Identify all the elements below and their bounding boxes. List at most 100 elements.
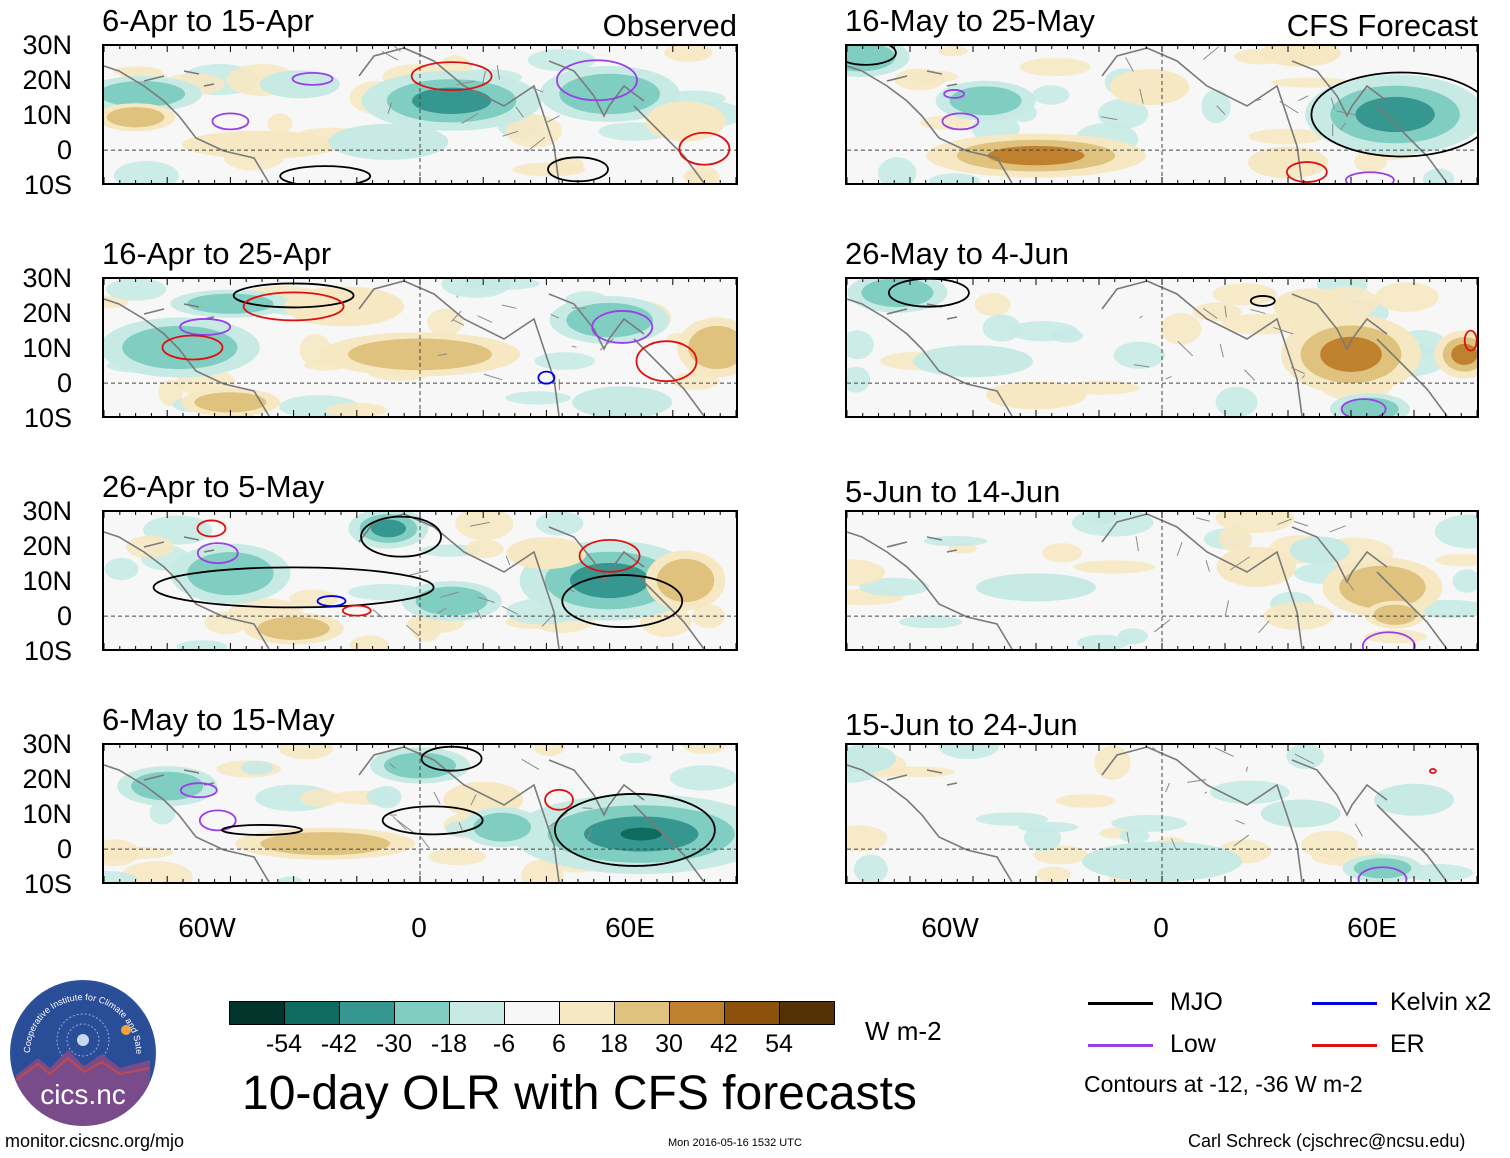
coastline bbox=[1376, 105, 1448, 183]
olr-anomaly-speckle bbox=[113, 160, 179, 183]
country-border bbox=[502, 130, 519, 137]
olr-anomaly-speckle bbox=[411, 616, 442, 642]
olr-anomaly-speckle bbox=[104, 846, 174, 860]
wave-contour bbox=[179, 782, 218, 799]
country-border bbox=[396, 819, 417, 835]
colorbar-tick-label: 30 bbox=[655, 1030, 683, 1058]
olr-positive-anomaly bbox=[1320, 336, 1382, 372]
olr-anomaly-speckle bbox=[847, 366, 871, 393]
panel-title-fcst-2: 26-May to 4-Jun bbox=[845, 236, 1069, 271]
wave-contour bbox=[941, 112, 980, 131]
olr-anomaly-speckle bbox=[505, 391, 571, 405]
olr-anomaly-speckle bbox=[104, 871, 138, 882]
wave-contour bbox=[1463, 329, 1477, 352]
wave-contour bbox=[578, 538, 641, 573]
olr-negative-anomaly bbox=[559, 73, 660, 115]
olr-anomaly-speckle bbox=[465, 539, 504, 559]
logo-text: cics.nc bbox=[40, 1079, 126, 1110]
olr-negative-anomaly bbox=[861, 279, 934, 308]
wave-contour bbox=[196, 519, 227, 538]
olr-anomaly-speckle bbox=[1077, 634, 1129, 649]
colorbar-tick-label: 18 bbox=[600, 1030, 628, 1058]
lat-label: 30N bbox=[22, 263, 72, 293]
country-border bbox=[387, 102, 392, 114]
map-obs-1 bbox=[102, 44, 738, 185]
olr-anomaly-speckle bbox=[158, 379, 183, 407]
coastline bbox=[847, 65, 1013, 183]
wave-contour bbox=[360, 515, 442, 558]
olr-positive-anomaly bbox=[1273, 288, 1354, 325]
country-border bbox=[1298, 95, 1309, 102]
olr-anomaly-speckle bbox=[853, 854, 888, 882]
country-border bbox=[1125, 57, 1134, 72]
lat-label: 30N bbox=[22, 729, 72, 759]
olr-anomaly-speckle bbox=[289, 589, 339, 608]
wave-contour bbox=[1429, 768, 1437, 774]
country-border bbox=[456, 80, 476, 86]
olr-anomaly-speckle bbox=[428, 848, 487, 866]
colorbar-swatch bbox=[394, 1001, 450, 1025]
lat-label: 0 bbox=[56, 834, 72, 864]
colorbar-swatch bbox=[504, 1001, 560, 1025]
olr-anomaly-speckle bbox=[1113, 341, 1165, 369]
country-border bbox=[541, 613, 555, 627]
olr-positive-anomaly bbox=[987, 145, 1085, 166]
country-border bbox=[1347, 581, 1355, 591]
country-border bbox=[1233, 834, 1250, 847]
coastline bbox=[886, 769, 958, 786]
country-border bbox=[1133, 364, 1150, 368]
olr-negative-anomaly bbox=[1082, 841, 1242, 882]
wave-contour bbox=[561, 574, 684, 628]
country-border bbox=[1258, 620, 1270, 634]
country-border bbox=[1244, 369, 1256, 381]
olr-anomaly-speckle bbox=[664, 46, 713, 63]
wave-contour bbox=[1361, 631, 1416, 649]
olr-anomaly-speckle bbox=[427, 308, 463, 336]
olr-negative-anomaly bbox=[572, 386, 673, 416]
olr-anomaly-speckle bbox=[126, 535, 174, 559]
legend-swatch-er bbox=[1312, 1044, 1377, 1047]
olr-anomaly-speckle bbox=[106, 279, 167, 301]
map-obs-3 bbox=[102, 510, 738, 651]
wave-contour bbox=[161, 334, 224, 361]
colorbar-tick-label: -42 bbox=[320, 1030, 358, 1058]
olr-positive-anomaly bbox=[260, 832, 390, 856]
main-title: 10-day OLR with CFS forecasts bbox=[242, 1067, 917, 1120]
wave-contour bbox=[1285, 161, 1328, 183]
wave-contour bbox=[381, 805, 484, 836]
olr-anomaly-speckle bbox=[1270, 77, 1353, 88]
olr-positive-anomaly bbox=[106, 107, 165, 128]
lat-label: 10S bbox=[23, 170, 72, 200]
coastline bbox=[548, 526, 645, 584]
country-border bbox=[1329, 525, 1346, 533]
country-border bbox=[393, 46, 401, 52]
country-border bbox=[1250, 309, 1266, 314]
olr-positive-anomaly bbox=[656, 558, 715, 603]
olr-field-obs-1 bbox=[104, 46, 736, 183]
country-border bbox=[450, 310, 462, 322]
country-border bbox=[1219, 343, 1224, 358]
country-border bbox=[496, 65, 500, 80]
country-border bbox=[1196, 517, 1210, 522]
wave-contour bbox=[291, 71, 334, 86]
country-border bbox=[1224, 600, 1230, 616]
wave-contour bbox=[316, 595, 347, 607]
olr-anomaly-speckle bbox=[938, 46, 968, 57]
lat-label: 30N bbox=[22, 496, 72, 526]
colorbar-swatch bbox=[229, 1001, 285, 1025]
wave-contour bbox=[211, 112, 250, 131]
olr-anomaly-speckle bbox=[535, 512, 584, 536]
country-border bbox=[1214, 747, 1234, 757]
olr-anomaly-speckle bbox=[1452, 569, 1477, 593]
olr-anomaly-speckle bbox=[919, 115, 974, 130]
olr-field-obs-4 bbox=[104, 745, 736, 882]
olr-anomaly-speckle bbox=[512, 162, 586, 177]
country-border bbox=[1187, 779, 1207, 783]
lat-label: 10S bbox=[23, 636, 72, 666]
country-border bbox=[409, 570, 429, 576]
map-fcst-4 bbox=[845, 743, 1479, 884]
country-border bbox=[1301, 375, 1306, 379]
country-border bbox=[547, 115, 560, 123]
coastline bbox=[847, 531, 1013, 649]
country-border bbox=[1126, 832, 1130, 844]
